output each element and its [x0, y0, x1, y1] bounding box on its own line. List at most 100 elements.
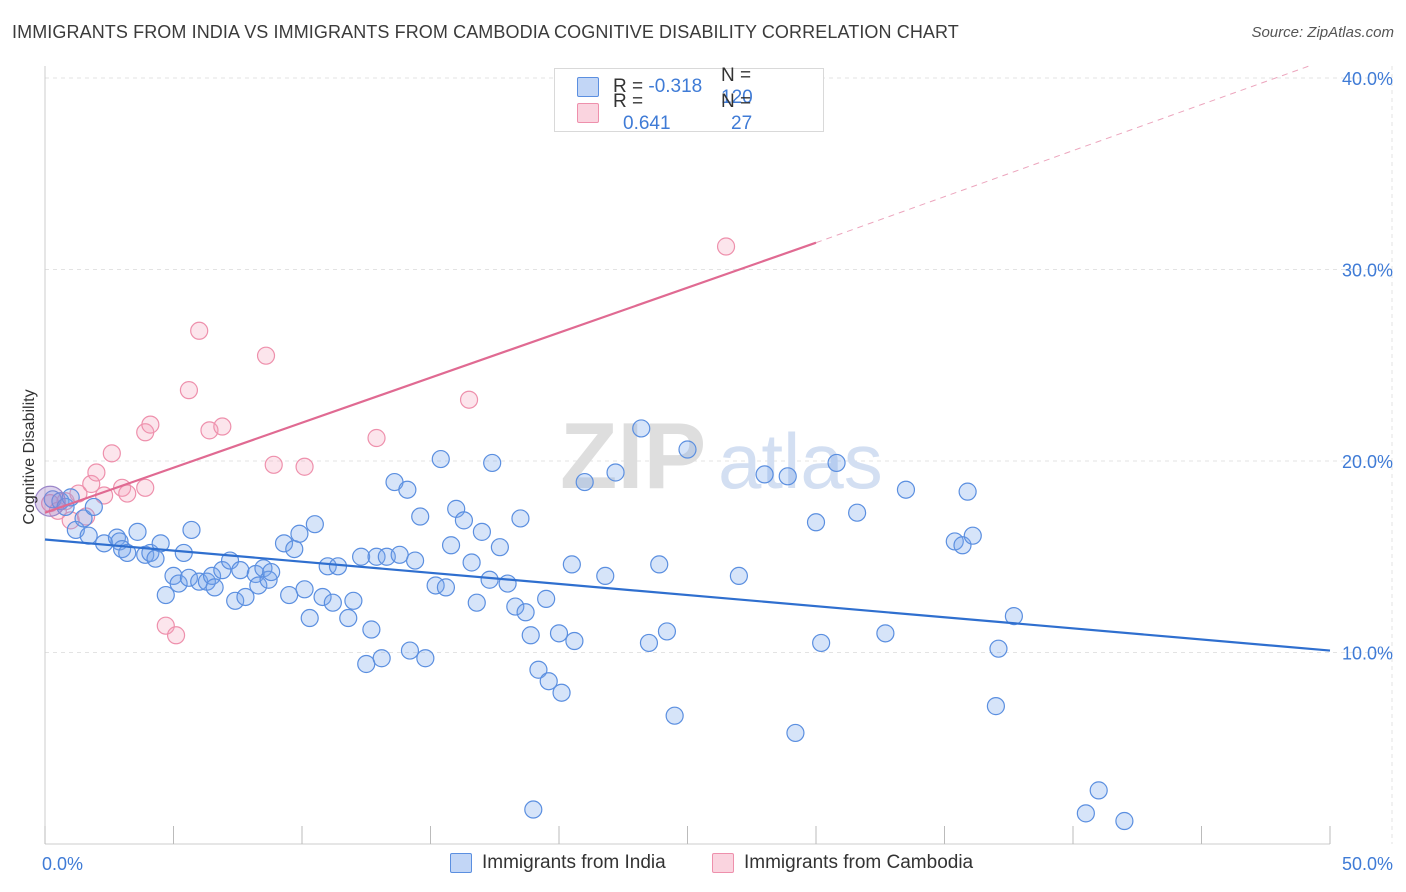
india-point: [323, 593, 342, 612]
y-tick-label: 10.0%: [1342, 644, 1393, 664]
india-point: [490, 538, 509, 557]
cambodia-point: [141, 415, 160, 434]
india-point: [441, 536, 461, 555]
india-point: [1089, 781, 1108, 800]
india-point: [665, 706, 684, 725]
india-point: [876, 624, 895, 643]
y-axis-label: Cognitive Disability: [21, 389, 38, 524]
india-point: [827, 453, 846, 473]
cambodia-point: [295, 457, 314, 476]
india-point: [156, 585, 175, 605]
cambodia-point: [166, 626, 186, 645]
india-point: [416, 649, 435, 668]
cambodia-point: [213, 417, 232, 436]
india-point: [657, 622, 677, 641]
india-point: [958, 482, 977, 501]
india-point: [318, 557, 337, 576]
x-tick-label: 0.0%: [42, 854, 83, 874]
chart-title: IMMIGRANTS FROM INDIA VS IMMIGRANTS FROM…: [12, 22, 959, 42]
india-points: [34, 419, 1134, 831]
india-point: [989, 639, 1008, 658]
legend-item-cambodia[interactable]: Immigrants from Cambodia: [712, 852, 973, 874]
watermark-atlas: atlas: [718, 417, 883, 505]
india-point: [632, 419, 651, 438]
legend-swatch-india: [450, 853, 472, 873]
india-point: [372, 649, 391, 668]
legend-r: R = 0.641: [613, 91, 671, 134]
axes: [44, 66, 1331, 845]
india-point: [729, 566, 749, 586]
grid-lines: [45, 66, 1393, 844]
india-point: [169, 574, 188, 593]
legend-item-india[interactable]: Immigrants from India: [450, 852, 666, 874]
india-point: [249, 576, 268, 595]
india-point: [352, 547, 371, 566]
legend-label-india: Immigrants from India: [482, 852, 666, 873]
india-point: [755, 465, 774, 484]
india-point: [565, 631, 584, 651]
source-label: Source: ZipAtlas.com: [1251, 24, 1394, 41]
cambodia-point: [136, 478, 155, 497]
india-point: [339, 608, 358, 628]
india-point: [128, 522, 147, 541]
india-point: [367, 547, 386, 566]
cambodia-point: [179, 381, 199, 400]
legend-n: N = 120: [721, 65, 753, 108]
legend-r-value: -0.318: [648, 76, 703, 97]
india-point: [295, 580, 314, 599]
india-point: [506, 597, 525, 616]
india-point: [362, 620, 381, 639]
india-point: [524, 800, 543, 819]
india-point: [1004, 607, 1023, 626]
india-point: [290, 524, 309, 543]
india-point: [151, 534, 170, 553]
india-point: [182, 520, 201, 540]
india-point: [411, 507, 430, 526]
india-point: [305, 515, 324, 534]
india-point: [650, 555, 669, 574]
india-point: [313, 587, 332, 607]
cambodia-point: [190, 321, 209, 340]
india-point: [262, 562, 281, 582]
cambodia-point: [264, 455, 283, 474]
india-point: [778, 467, 797, 486]
india-point: [511, 509, 530, 528]
india-point: [472, 522, 491, 541]
india-point: [236, 587, 255, 607]
india-point: [539, 672, 558, 691]
india-point: [118, 543, 137, 563]
india-point: [202, 566, 222, 586]
india-point: [516, 603, 535, 622]
cambodia-point: [87, 463, 106, 482]
legend-swatch-india: [577, 77, 599, 97]
correlation-legend: R = -0.318 N = 120 R = 0.641 N = 27: [554, 65, 824, 134]
legend-label-cambodia: Immigrants from Cambodia: [744, 852, 974, 873]
legend-r-value: 0.641: [623, 113, 671, 134]
cambodia-trend-line: [44, 241, 817, 514]
india-trend-line: [44, 538, 1331, 652]
india-point: [231, 561, 250, 580]
india-point: [462, 553, 481, 572]
india-point: [213, 561, 232, 580]
india-point: [274, 534, 294, 553]
legend-swatch-cambodia: [712, 853, 734, 873]
india-point: [678, 440, 697, 459]
india-point: [812, 633, 831, 653]
legend-swatch-cambodia: [577, 103, 599, 123]
india-point: [552, 683, 571, 702]
india-point: [549, 624, 569, 643]
trend-lines: [44, 65, 1331, 652]
india-point: [431, 449, 450, 469]
india-point: [146, 549, 165, 568]
series-legend: Immigrants from India Immigrants from Ca…: [0, 852, 1406, 878]
cambodia-point: [459, 390, 479, 409]
x-tick-label: 50.0%: [1342, 854, 1393, 874]
india-point: [285, 539, 304, 559]
cambodia-point: [77, 507, 96, 526]
india-point: [529, 660, 548, 679]
india-point: [400, 641, 420, 660]
india-point: [896, 480, 916, 499]
cambodia-point: [256, 346, 276, 365]
legend-n: N = 27: [721, 91, 753, 134]
